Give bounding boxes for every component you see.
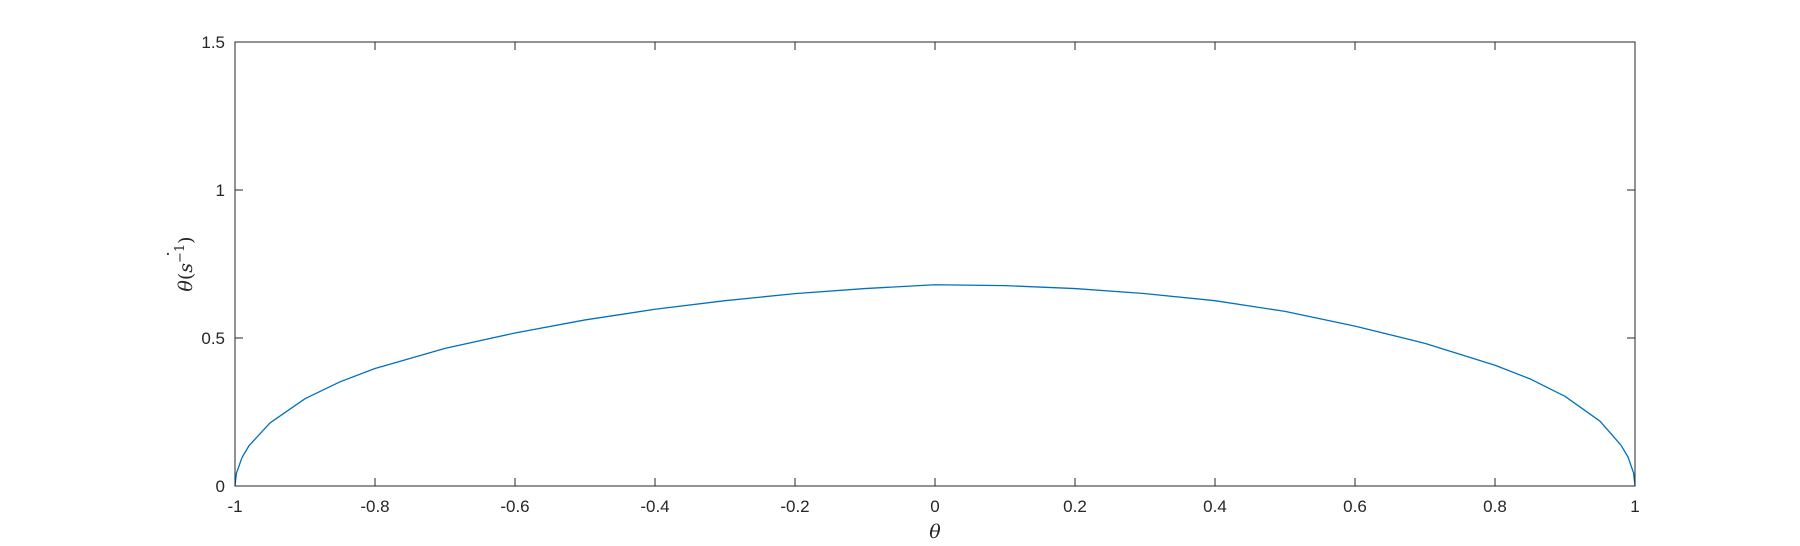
x-tick-label: -0.6	[500, 497, 529, 516]
plot-area	[235, 42, 1635, 486]
x-tick-label: 1	[1630, 497, 1639, 516]
x-tick-label: 0.4	[1203, 497, 1227, 516]
y-axis-label: θ(s−1)	[173, 236, 197, 291]
x-tick-label: -1	[227, 497, 242, 516]
y-axis-label-symbol: θ	[175, 280, 197, 292]
series-layer	[234, 284, 1636, 487]
x-tick-label: -0.8	[360, 497, 389, 516]
x-axis-label: θ	[929, 521, 941, 543]
y-tick-label: 1	[216, 181, 225, 200]
x-tick-labels: -1 -0.8 -0.6 -0.4 -0.2 0 0.2 0.4 0.6 0.8 1	[227, 497, 1639, 516]
y-axis-label-s: s	[175, 263, 197, 273]
y-axis-label-open: (	[175, 273, 197, 280]
y-axis-label-dot: ˙	[164, 249, 186, 259]
x-tick-label: 0.6	[1343, 497, 1367, 516]
x-tick-label: 0.2	[1063, 497, 1087, 516]
x-tick-label: 0.8	[1483, 497, 1507, 516]
y-tick-labels: 0 0.5 1 1.5	[201, 33, 225, 496]
y-tick-label: 1.5	[201, 33, 225, 52]
x-tick-label: -0.2	[780, 497, 809, 516]
axes-box	[234, 41, 1636, 487]
y-tick-label: 0.5	[201, 329, 225, 348]
y-axis-label-close: )	[175, 236, 197, 243]
x-tick-label: 0	[930, 497, 939, 516]
x-tick-label: -0.4	[640, 497, 669, 516]
series-line-0	[234, 284, 1636, 487]
y-axis-label-exponent: −1	[173, 244, 188, 263]
y-tick-label: 0	[216, 477, 225, 496]
